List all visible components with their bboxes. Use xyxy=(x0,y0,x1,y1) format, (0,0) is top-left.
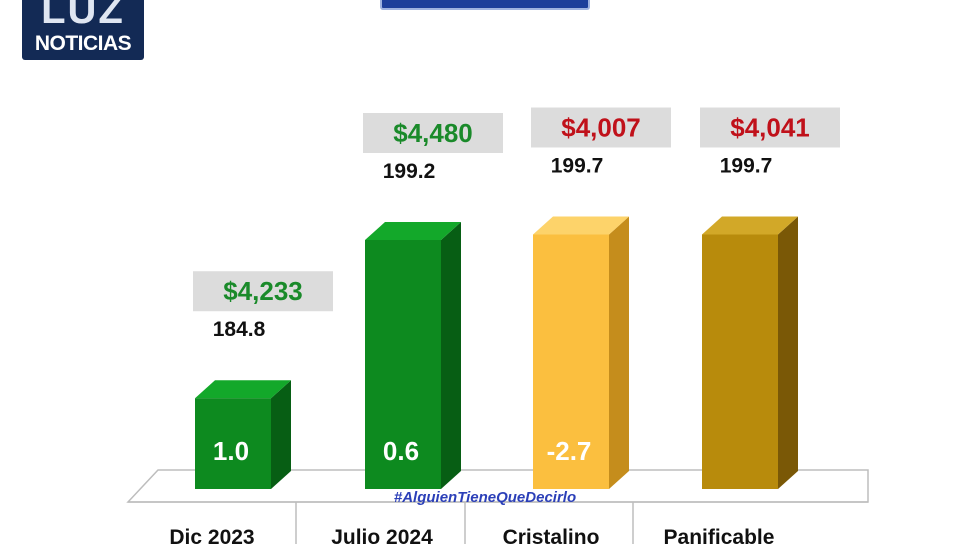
luz-noticias-logo: LUZ NOTICIAS xyxy=(22,0,144,60)
bar-side xyxy=(441,222,461,489)
price-box xyxy=(193,271,333,312)
bar xyxy=(195,398,271,489)
chart-floor xyxy=(126,469,869,544)
bar xyxy=(702,234,778,489)
bar xyxy=(365,240,441,489)
bar-value-label: 199.7 xyxy=(720,155,773,178)
chart-labels: 1.0 184.8 $4,233 Dic 2023 0.6 199.2 $4,480 Juli… xyxy=(169,107,840,544)
price-box xyxy=(700,107,840,148)
bar-top xyxy=(702,216,798,235)
bar-change-label: -2.7 xyxy=(547,436,592,466)
bar-value-label: 199.7 xyxy=(551,155,604,178)
bar-change-label: 0.6 xyxy=(383,436,419,466)
category-label: Dic 2023 xyxy=(169,526,254,544)
logo-top-text: LUZ xyxy=(41,0,125,32)
top-banner xyxy=(380,0,590,10)
bar-top xyxy=(533,216,629,235)
bar-side xyxy=(271,380,291,489)
price-label: $4,041 xyxy=(730,113,810,143)
watermark-hashtag: #AlguienTieneQueDecirlo xyxy=(394,489,576,506)
price-box xyxy=(531,107,671,148)
bar-change-label: 1.0 xyxy=(213,436,249,466)
bar-top xyxy=(195,380,291,399)
category-label: Julio 2024 xyxy=(331,526,433,544)
bar-side xyxy=(778,216,798,490)
chart-bars xyxy=(195,216,798,490)
bar xyxy=(533,234,609,489)
bar-value-label: 199.2 xyxy=(383,160,436,183)
price-box xyxy=(363,113,503,153)
price-label: $4,233 xyxy=(223,276,303,306)
price-label: $4,007 xyxy=(561,113,641,143)
bar-value-label: 184.8 xyxy=(213,318,266,341)
bar-side xyxy=(609,216,629,490)
bar-top xyxy=(365,222,461,240)
logo-bottom-text: NOTICIAS xyxy=(34,32,132,55)
price-label: $4,480 xyxy=(393,118,473,148)
category-label: Cristalino xyxy=(503,526,600,544)
category-label: Panificable xyxy=(664,526,775,544)
